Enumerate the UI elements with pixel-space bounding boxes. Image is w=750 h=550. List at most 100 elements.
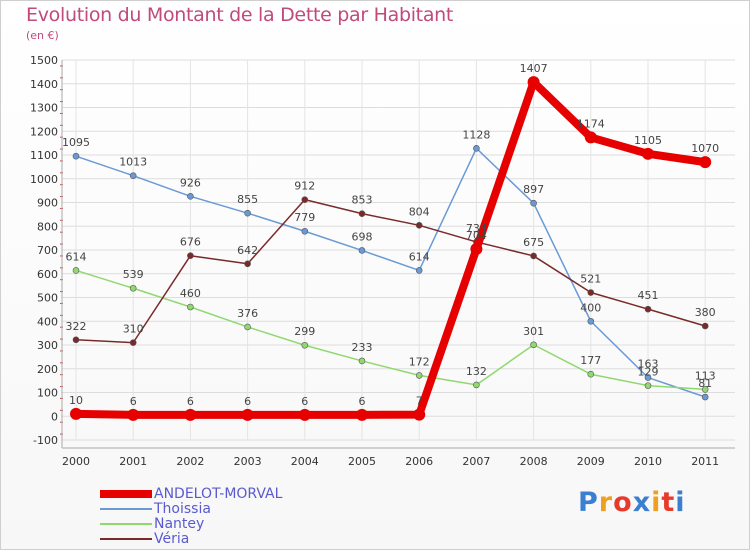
x-tick-label: 2010: [634, 455, 662, 468]
x-tick-label: 2007: [462, 455, 490, 468]
data-label: 912: [294, 180, 315, 193]
data-point: [413, 408, 426, 421]
legend-swatch: [100, 523, 152, 525]
data-label: 380: [695, 306, 716, 319]
data-label: 376: [237, 307, 258, 320]
data-point: [358, 357, 366, 365]
x-tick-label: 2003: [234, 455, 262, 468]
data-label: 6: [187, 395, 194, 408]
data-label: 322: [66, 320, 87, 333]
data-label: 6: [301, 395, 308, 408]
data-point: [527, 76, 540, 89]
data-point: [584, 131, 597, 144]
data-point: [187, 303, 194, 311]
y-tick-label: 0: [51, 410, 58, 423]
data-point: [244, 260, 251, 268]
data-point: [587, 289, 595, 296]
data-point: [127, 408, 140, 421]
data-label: 779: [294, 211, 315, 224]
data-label: 614: [66, 250, 87, 263]
data-label: 1128: [462, 128, 490, 141]
data-point: [644, 382, 652, 389]
data-point: [530, 341, 537, 349]
legend-label: Nantey: [154, 516, 205, 532]
data-label: 1174: [577, 117, 605, 130]
data-label: 177: [580, 354, 601, 367]
data-point: [72, 336, 80, 344]
y-tick-label: 200: [37, 363, 58, 376]
data-label: 6: [244, 395, 251, 408]
series-line-véria: [75, 198, 706, 344]
data-point: [415, 267, 423, 274]
data-label: 1095: [62, 136, 90, 149]
data-point: [358, 247, 366, 254]
data-point: [530, 199, 537, 207]
data-label: 521: [580, 273, 601, 286]
data-point: [644, 305, 652, 313]
y-tick-label: 1000: [30, 173, 58, 186]
data-point: [701, 322, 709, 330]
data-label: 132: [466, 365, 487, 378]
series-line-thoissia: [75, 147, 706, 398]
data-label: 129: [638, 366, 659, 379]
y-tick-label: 1500: [30, 54, 58, 67]
data-label: 1013: [119, 156, 147, 169]
data-label: 804: [409, 205, 430, 218]
data-point: [72, 152, 80, 160]
data-label: 172: [409, 355, 430, 368]
data-point: [701, 393, 709, 401]
x-tick-label: 2004: [291, 455, 319, 468]
y-tick-label: 300: [37, 339, 58, 352]
data-label: 614: [409, 250, 430, 263]
data-label: 1105: [634, 134, 662, 147]
legend-label: Véria: [154, 531, 190, 547]
x-tick-label: 2002: [176, 455, 204, 468]
data-point: [415, 372, 423, 379]
data-label: 6: [359, 395, 366, 408]
y-tick-label: 1300: [30, 102, 58, 115]
data-label: 1070: [691, 142, 719, 155]
data-label: 704: [466, 229, 487, 242]
y-tick-label: 900: [37, 197, 58, 210]
proxiti-logo: Proxiti: [578, 487, 686, 518]
x-tick-label: 2009: [577, 455, 605, 468]
y-tick-label: 800: [37, 220, 58, 233]
data-point: [530, 252, 537, 260]
chart-subtitle: (en €): [26, 29, 59, 42]
data-point: [72, 267, 80, 274]
data-label: 539: [123, 268, 144, 281]
data-point: [415, 222, 423, 229]
data-point: [301, 341, 309, 349]
data-label: 698: [352, 230, 373, 243]
legend-swatch: [100, 508, 152, 510]
legend-swatch: [100, 490, 152, 498]
data-point: [129, 172, 137, 179]
y-tick-label: 700: [37, 244, 58, 257]
y-tick-label: 1100: [30, 149, 58, 162]
logo-letter: r: [598, 487, 614, 518]
data-label: 734: [466, 222, 487, 235]
data-point: [473, 145, 480, 152]
data-point: [241, 408, 254, 421]
data-point: [184, 408, 197, 421]
y-tick-label: 1400: [30, 78, 58, 91]
y-tick-label: 1200: [30, 125, 58, 138]
data-label: 675: [523, 236, 544, 249]
data-label: 642: [237, 244, 258, 257]
data-label: 853: [352, 194, 373, 207]
x-tick-label: 2000: [62, 455, 90, 468]
x-tick-label: 2006: [405, 455, 433, 468]
data-point: [187, 252, 194, 259]
data-label: 6: [130, 395, 137, 408]
legend-item: ANDELOT-MORVAL: [100, 486, 400, 502]
data-point: [129, 284, 137, 292]
data-label: 113: [695, 369, 716, 382]
data-label: 81: [698, 377, 712, 390]
data-point: [473, 381, 480, 389]
data-label: 163: [638, 358, 659, 371]
data-point: [642, 147, 654, 160]
logo-letter: t: [661, 487, 676, 518]
legend-label: Thoissia: [154, 501, 211, 517]
